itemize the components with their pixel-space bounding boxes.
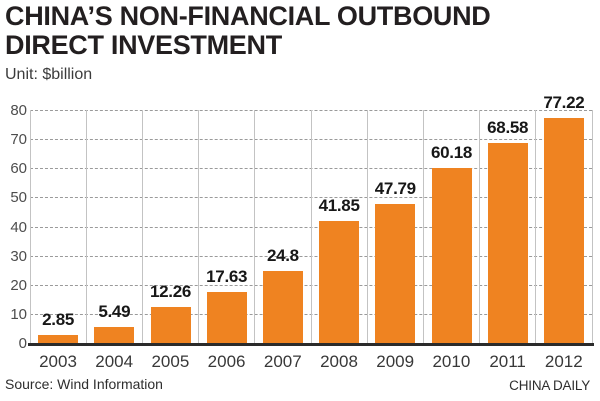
chart-title-line1: CHINA’S NON-FINANCIAL OUTBOUND <box>5 1 491 31</box>
bar-value-label-2010: 60.18 <box>430 142 473 162</box>
gridline-x-4 <box>254 110 256 343</box>
source-label: Source: Wind Information <box>5 376 163 392</box>
x-axis-label-2004: 2004 <box>95 352 134 371</box>
x-axis-label-2008: 2008 <box>320 352 358 371</box>
bar-value-label-2007: 24.8 <box>266 245 299 265</box>
bar-2011 <box>487 143 528 343</box>
gridline-x-6 <box>366 110 368 343</box>
bar-value-label-2008: 41.85 <box>318 196 360 216</box>
x-axis-label-2010: 2010 <box>432 352 471 371</box>
bar-value-label-2012: 77.22 <box>543 93 585 113</box>
gridline-x-2 <box>141 110 143 343</box>
gridline-x-3 <box>198 110 200 343</box>
publisher-label: CHINA DAILY <box>509 378 590 393</box>
x-axis-label-2005: 2005 <box>151 352 190 371</box>
y-axis-tick-40: 40 <box>10 218 27 236</box>
gridline-x-8 <box>479 110 481 343</box>
unit-label: Unit: $billion <box>5 66 93 83</box>
chart-title: CHINA’S NON-FINANCIAL OUTBOUND DIRECT IN… <box>5 2 491 60</box>
y-axis-tick-30: 30 <box>10 247 27 265</box>
bar-value-label-2011: 68.58 <box>487 118 529 138</box>
bar-2007 <box>262 270 303 343</box>
bar-value-label-2006: 17.63 <box>206 266 248 286</box>
x-axis-label-2011: 2011 <box>489 352 526 371</box>
bar-2010 <box>431 167 472 343</box>
bar-2009 <box>375 203 416 343</box>
gridline-x-7 <box>422 110 424 343</box>
bar-2008 <box>319 221 360 343</box>
y-axis-tick-0: 0 <box>18 335 27 352</box>
bar-2006 <box>206 291 247 343</box>
bar-value-label-2005: 12.26 <box>149 282 192 302</box>
gridline-x-0 <box>29 110 31 343</box>
bar-value-label-2009: 47.79 <box>374 178 416 198</box>
bar-2003 <box>38 334 79 343</box>
gridline-x-9 <box>535 110 537 343</box>
chart-title-line2: DIRECT INVESTMENT <box>5 30 282 60</box>
bar-2004 <box>94 327 135 343</box>
y-axis-tick-80: 80 <box>10 102 27 119</box>
bar-2005 <box>150 307 191 343</box>
bar-value-label-2003: 2.85 <box>42 309 75 329</box>
x-axis-label-2007: 2007 <box>263 352 302 371</box>
x-axis-label-2012: 2012 <box>544 352 583 371</box>
gridline-x-5 <box>310 110 312 343</box>
y-axis-tick-70: 70 <box>10 131 27 149</box>
gridline-x-1 <box>85 110 87 343</box>
x-axis-line <box>28 343 594 346</box>
x-axis-label-2009: 2009 <box>376 352 415 371</box>
bar-2012 <box>543 118 584 343</box>
x-axis-label-2006: 2006 <box>207 352 246 371</box>
y-axis-tick-50: 50 <box>10 189 27 207</box>
x-axis-label-2003: 2003 <box>39 352 77 371</box>
y-axis-tick-60: 60 <box>10 160 27 178</box>
bar-value-label-2004: 5.49 <box>98 302 131 321</box>
y-axis-tick-20: 20 <box>10 276 27 294</box>
y-axis-tick-10: 10 <box>10 305 27 323</box>
gridline-x-10 <box>591 110 593 343</box>
